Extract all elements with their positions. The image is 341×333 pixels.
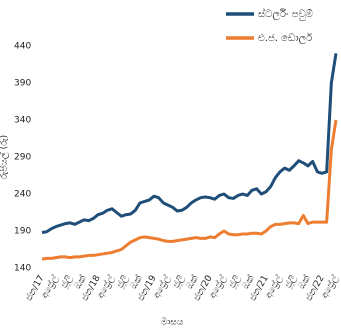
x-tick-label: ජූලි — [60, 274, 75, 290]
x-tick-label: ජූලි — [228, 274, 243, 290]
y-tick-label: 140 — [14, 264, 31, 274]
legend-label: එ.ජ. ඩොලර් — [258, 32, 312, 44]
y-tick-label: 190 — [14, 227, 31, 237]
y-tick-label: 290 — [14, 153, 31, 163]
y-tick-label: 390 — [14, 79, 31, 89]
y-axis-title: රුපියල් (රු) — [0, 135, 10, 179]
y-tick-label: 240 — [14, 190, 31, 200]
x-tick-label: ජූලි — [284, 274, 299, 290]
legend-label: ස්ටර්ලිං පවුම් — [258, 7, 313, 20]
line-series — [41, 53, 338, 234]
x-axis-title: මාසය — [161, 318, 184, 328]
y-tick-label: 340 — [14, 116, 31, 126]
x-tick-label: ජූලි — [116, 274, 131, 290]
line-series — [41, 119, 338, 261]
x-tick-label: ජූලි — [172, 274, 187, 290]
y-tick-label: 440 — [14, 42, 31, 52]
